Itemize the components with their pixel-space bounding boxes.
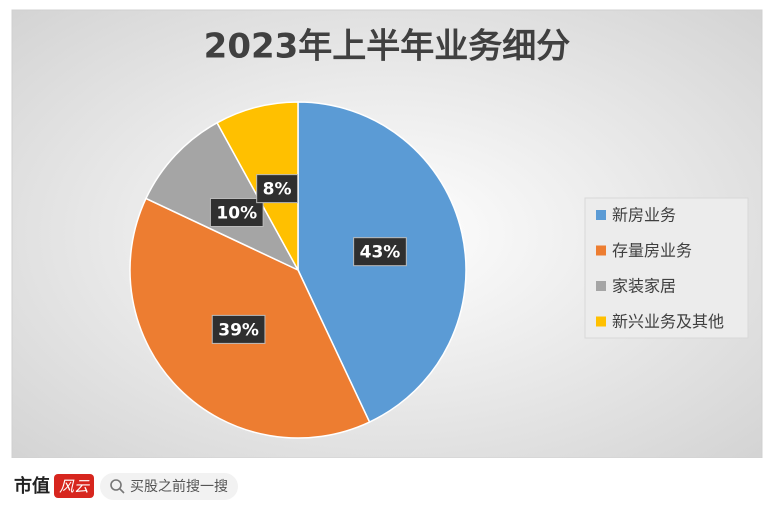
legend	[584, 197, 749, 339]
data-label-box	[211, 314, 266, 344]
search-box[interactable]	[100, 473, 238, 500]
legend-label: 新兴业务及其他	[612, 312, 724, 331]
data-label: 10%	[216, 203, 257, 223]
logo-box	[54, 474, 94, 498]
search-text[interactable]: 买股之前搜一搜	[130, 478, 228, 495]
data-label: 8%	[263, 180, 292, 200]
data-label: 39%	[218, 320, 259, 340]
chart-title: 2023年上半年业务细分	[204, 27, 571, 67]
brand: 市值	[14, 475, 50, 497]
legend-swatch	[596, 316, 606, 327]
legend-swatch	[596, 210, 606, 220]
legend-label: 存量房业务	[612, 241, 692, 260]
data-label-box	[256, 174, 299, 204]
data-label-box	[209, 197, 264, 227]
legend-label: 家装家居	[612, 277, 676, 296]
pie-slice	[144, 121, 300, 272]
legend-swatch	[596, 245, 606, 256]
data-label-box	[353, 237, 407, 267]
pie	[129, 101, 467, 439]
data-labels: 43% 39% 10% 8%	[209, 174, 407, 344]
legend-swatch	[596, 281, 606, 291]
logo: 风云	[59, 478, 90, 496]
search-icon-handle	[119, 488, 125, 494]
data-label: 43%	[360, 243, 401, 263]
legend-label: 新房业务	[612, 206, 676, 225]
search-icon	[110, 479, 122, 491]
